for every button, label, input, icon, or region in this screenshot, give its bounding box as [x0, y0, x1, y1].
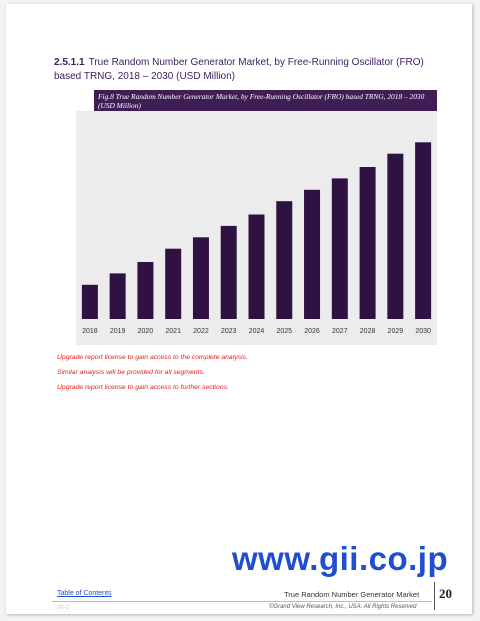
x-tick-label-2027: 2027: [332, 328, 348, 335]
bar-2023: [220, 225, 237, 319]
page-number: 20: [439, 586, 452, 601]
bar-2029: [387, 153, 404, 319]
x-tick-label-2028: 2028: [360, 328, 376, 335]
section-number: 2.5.1.1: [54, 57, 85, 68]
x-tick-label-2025: 2025: [276, 328, 292, 335]
note-all-segments: Similar analysis will be provided for al…: [57, 369, 205, 376]
bar-2026: [304, 189, 321, 319]
bar-2022: [192, 237, 209, 319]
x-tick-label-2026: 2026: [304, 328, 320, 335]
bar-2024: [248, 214, 265, 319]
bar-2018: [81, 284, 98, 319]
upgrade-notes: Upgrade report license to gain access to…: [57, 350, 248, 395]
x-tick-label-2020: 2020: [138, 328, 154, 335]
x-tick-label-2024: 2024: [249, 328, 265, 335]
bar-2020: [137, 262, 154, 319]
footer-report-title: True Random Number Generator Market: [284, 590, 420, 599]
x-tick-label-2019: 2019: [110, 328, 126, 335]
bar-2028: [359, 167, 376, 319]
bar-2025: [276, 201, 293, 319]
chart-area: 2018 2019 2020 2021 2022 2023 2024 2025 2026 2027…: [76, 111, 437, 345]
bar-2030: [415, 142, 432, 319]
figure-caption: Fig.8 True Random Number Generator Marke…: [94, 90, 437, 111]
bar-2021: [165, 248, 182, 319]
footer-divider: [52, 601, 432, 602]
note-complete-analysis: Upgrade report license to gain access to…: [57, 354, 248, 361]
x-tick-label-2030: 2030: [415, 328, 431, 335]
x-tick-label-2022: 2022: [193, 328, 209, 335]
x-tick-label-2021: 2021: [165, 328, 181, 335]
report-page: 2.5.1.1 True Random Number Generator Mark…: [6, 4, 472, 614]
bar-2019: [109, 273, 126, 319]
section-title: True Random Number Generator Market, by …: [54, 57, 424, 82]
x-tick-label-2018: 2018: [82, 328, 98, 335]
bar-chart: 2018 2019 2020 2021 2022 2023 2024 2025 2026 2027…: [81, 142, 432, 335]
table-of-contents-link[interactable]: Table of Contents: [57, 590, 112, 597]
section-heading: 2.5.1.1 True Random Number Generator Mark…: [54, 56, 444, 84]
x-tick-label-2023: 2023: [221, 328, 237, 335]
watermark: www.gii.co.jp: [232, 540, 449, 577]
page-code: 00-2: [57, 605, 70, 611]
page-number-divider: [434, 582, 435, 610]
note-further-sections: Upgrade report license to gain access to…: [57, 384, 229, 391]
copyright-notice: ©Grand View Research, Inc., USA. All Rig…: [269, 604, 417, 610]
bar-2027: [331, 178, 348, 319]
x-tick-label-2029: 2029: [388, 328, 404, 335]
